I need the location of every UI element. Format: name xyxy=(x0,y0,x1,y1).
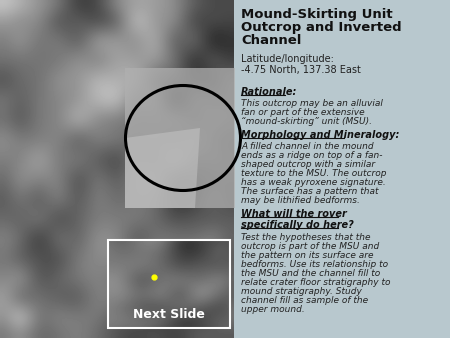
Text: Channel: Channel xyxy=(241,34,302,47)
Text: channel fill as sample of the: channel fill as sample of the xyxy=(241,296,368,305)
Text: ends as a ridge on top of a fan-: ends as a ridge on top of a fan- xyxy=(241,151,382,160)
Text: Outcrop and Inverted: Outcrop and Inverted xyxy=(241,21,401,34)
Text: the MSU and the channel fill to: the MSU and the channel fill to xyxy=(241,269,380,278)
Text: A filled channel in the mound: A filled channel in the mound xyxy=(241,142,374,151)
Text: Morphology and Mineralogy:: Morphology and Mineralogy: xyxy=(241,130,400,140)
Text: Rationale:: Rationale: xyxy=(241,87,297,97)
Text: The surface has a pattern that: The surface has a pattern that xyxy=(241,187,378,196)
Bar xyxy=(108,240,230,328)
Text: Mound-Skirting Unit: Mound-Skirting Unit xyxy=(241,8,392,21)
Text: texture to the MSU. The outcrop: texture to the MSU. The outcrop xyxy=(241,169,387,178)
Text: -4.75 North, 137.38 East: -4.75 North, 137.38 East xyxy=(241,65,361,75)
Text: bedforms. Use its relationship to: bedforms. Use its relationship to xyxy=(241,260,388,269)
Text: Latitude/longitude:: Latitude/longitude: xyxy=(241,54,334,64)
Text: fan or part of the extensive: fan or part of the extensive xyxy=(241,108,364,117)
Text: has a weak pyroxene signature.: has a weak pyroxene signature. xyxy=(241,178,386,187)
Text: may be lithified bedforms.: may be lithified bedforms. xyxy=(241,196,360,205)
Text: shaped outcrop with a similar: shaped outcrop with a similar xyxy=(241,160,375,169)
Text: Next Slide: Next Slide xyxy=(133,309,205,321)
Text: mound stratigraphy. Study: mound stratigraphy. Study xyxy=(241,287,362,296)
Text: specifically do here?: specifically do here? xyxy=(241,220,354,230)
Text: relate crater floor stratigraphy to: relate crater floor stratigraphy to xyxy=(241,278,391,287)
Text: This outcrop may be an alluvial: This outcrop may be an alluvial xyxy=(241,99,383,108)
Polygon shape xyxy=(125,68,235,208)
Text: the pattern on its surface are: the pattern on its surface are xyxy=(241,251,374,260)
Text: Test the hypotheses that the: Test the hypotheses that the xyxy=(241,233,370,242)
Text: “mound-skirting” unit (MSU).: “mound-skirting” unit (MSU). xyxy=(241,117,372,126)
Bar xyxy=(234,0,450,338)
Text: outcrop is part of the MSU and: outcrop is part of the MSU and xyxy=(241,242,379,251)
Text: What will the rover: What will the rover xyxy=(241,209,347,219)
Polygon shape xyxy=(125,128,200,208)
Text: upper mound.: upper mound. xyxy=(241,305,305,314)
